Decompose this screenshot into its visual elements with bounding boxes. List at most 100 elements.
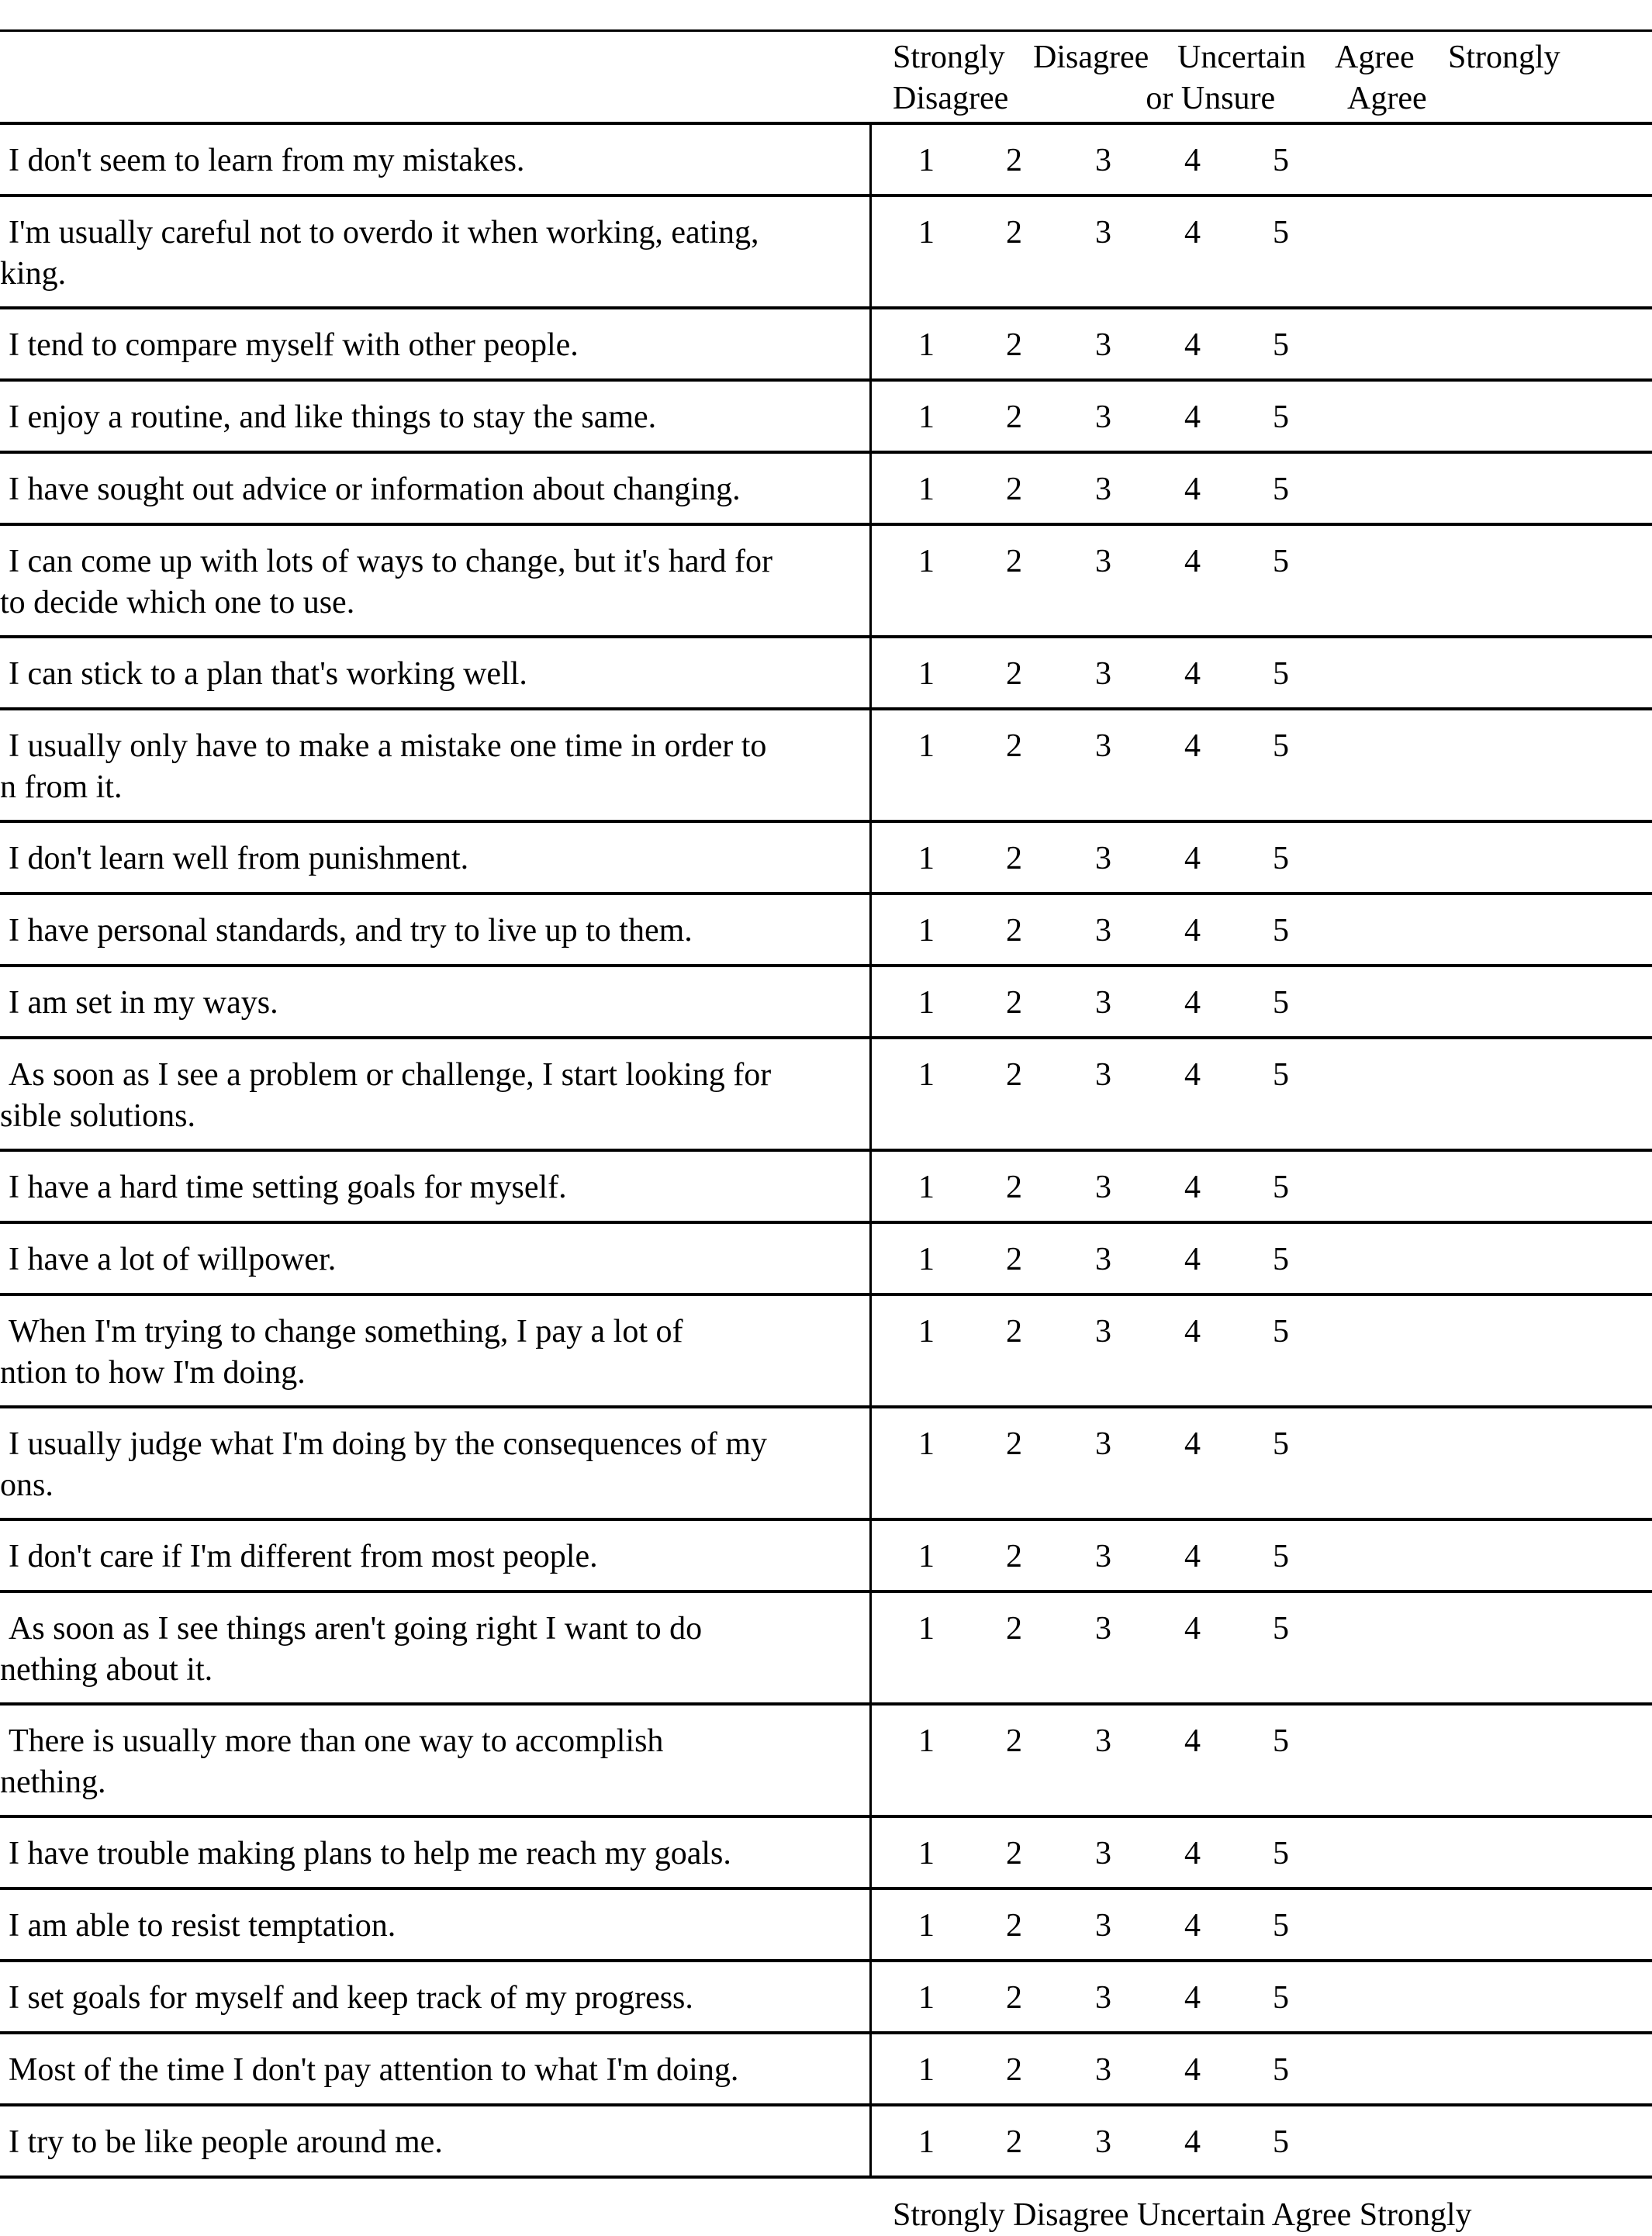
rating-option-2[interactable]: 2 — [1006, 327, 1022, 363]
rating-option-3[interactable]: 3 — [1095, 215, 1111, 251]
rating-option-4[interactable]: 4 — [1184, 1426, 1201, 1462]
rating-option-3[interactable]: 3 — [1095, 913, 1111, 949]
rating-option-2[interactable]: 2 — [1006, 1980, 1022, 2016]
rating-option-3[interactable]: 3 — [1095, 1836, 1111, 1871]
rating-option-1[interactable]: 1 — [918, 1057, 935, 1093]
rating-option-4[interactable]: 4 — [1184, 1723, 1201, 1759]
rating-option-1[interactable]: 1 — [918, 1723, 935, 1759]
rating-option-2[interactable]: 2 — [1006, 913, 1022, 949]
rating-option-4[interactable]: 4 — [1184, 985, 1201, 1021]
rating-option-3[interactable]: 3 — [1095, 1057, 1111, 1093]
rating-option-3[interactable]: 3 — [1095, 656, 1111, 692]
rating-option-4[interactable]: 4 — [1184, 913, 1201, 949]
rating-option-2[interactable]: 2 — [1006, 1242, 1022, 1277]
rating-option-1[interactable]: 1 — [918, 215, 935, 251]
rating-option-1[interactable]: 1 — [918, 143, 935, 178]
rating-option-1[interactable]: 1 — [918, 1908, 935, 1944]
rating-option-3[interactable]: 3 — [1095, 2124, 1111, 2160]
rating-option-5[interactable]: 5 — [1273, 544, 1289, 579]
rating-option-1[interactable]: 1 — [918, 544, 935, 579]
rating-option-3[interactable]: 3 — [1095, 327, 1111, 363]
rating-option-5[interactable]: 5 — [1273, 215, 1289, 251]
rating-option-5[interactable]: 5 — [1273, 656, 1289, 692]
rating-option-5[interactable]: 5 — [1273, 472, 1289, 507]
rating-option-5[interactable]: 5 — [1273, 327, 1289, 363]
rating-option-1[interactable]: 1 — [918, 327, 935, 363]
rating-option-1[interactable]: 1 — [918, 1539, 935, 1574]
rating-option-5[interactable]: 5 — [1273, 2124, 1289, 2160]
rating-option-2[interactable]: 2 — [1006, 143, 1022, 178]
rating-option-5[interactable]: 5 — [1273, 2052, 1289, 2088]
rating-option-5[interactable]: 5 — [1273, 913, 1289, 949]
rating-option-1[interactable]: 1 — [918, 1836, 935, 1871]
rating-option-5[interactable]: 5 — [1273, 728, 1289, 764]
rating-option-5[interactable]: 5 — [1273, 1314, 1289, 1350]
rating-option-2[interactable]: 2 — [1006, 1426, 1022, 1462]
rating-option-5[interactable]: 5 — [1273, 1170, 1289, 1205]
rating-option-3[interactable]: 3 — [1095, 1611, 1111, 1647]
rating-option-3[interactable]: 3 — [1095, 1723, 1111, 1759]
rating-option-4[interactable]: 4 — [1184, 1980, 1201, 2016]
rating-option-4[interactable]: 4 — [1184, 728, 1201, 764]
rating-option-4[interactable]: 4 — [1184, 1242, 1201, 1277]
rating-option-3[interactable]: 3 — [1095, 544, 1111, 579]
rating-option-1[interactable]: 1 — [918, 1611, 935, 1647]
rating-option-2[interactable]: 2 — [1006, 472, 1022, 507]
rating-option-3[interactable]: 3 — [1095, 728, 1111, 764]
rating-option-3[interactable]: 3 — [1095, 143, 1111, 178]
rating-option-1[interactable]: 1 — [918, 2052, 935, 2088]
rating-option-4[interactable]: 4 — [1184, 1314, 1201, 1350]
rating-option-5[interactable]: 5 — [1273, 399, 1289, 435]
rating-option-4[interactable]: 4 — [1184, 841, 1201, 876]
rating-option-5[interactable]: 5 — [1273, 1836, 1289, 1871]
rating-option-2[interactable]: 2 — [1006, 399, 1022, 435]
rating-option-1[interactable]: 1 — [918, 1314, 935, 1350]
rating-option-4[interactable]: 4 — [1184, 1057, 1201, 1093]
rating-option-3[interactable]: 3 — [1095, 2052, 1111, 2088]
rating-option-1[interactable]: 1 — [918, 656, 935, 692]
rating-option-5[interactable]: 5 — [1273, 143, 1289, 178]
rating-option-1[interactable]: 1 — [918, 841, 935, 876]
rating-option-4[interactable]: 4 — [1184, 215, 1201, 251]
rating-option-2[interactable]: 2 — [1006, 544, 1022, 579]
rating-option-3[interactable]: 3 — [1095, 472, 1111, 507]
rating-option-4[interactable]: 4 — [1184, 143, 1201, 178]
rating-option-2[interactable]: 2 — [1006, 1723, 1022, 1759]
rating-option-5[interactable]: 5 — [1273, 1242, 1289, 1277]
rating-option-2[interactable]: 2 — [1006, 215, 1022, 251]
rating-option-2[interactable]: 2 — [1006, 728, 1022, 764]
rating-option-3[interactable]: 3 — [1095, 1170, 1111, 1205]
rating-option-2[interactable]: 2 — [1006, 985, 1022, 1021]
rating-option-5[interactable]: 5 — [1273, 1980, 1289, 2016]
rating-option-5[interactable]: 5 — [1273, 1908, 1289, 1944]
rating-option-5[interactable]: 5 — [1273, 985, 1289, 1021]
rating-option-5[interactable]: 5 — [1273, 841, 1289, 876]
rating-option-4[interactable]: 4 — [1184, 1836, 1201, 1871]
rating-option-4[interactable]: 4 — [1184, 1170, 1201, 1205]
rating-option-2[interactable]: 2 — [1006, 1836, 1022, 1871]
rating-option-2[interactable]: 2 — [1006, 1057, 1022, 1093]
rating-option-3[interactable]: 3 — [1095, 1980, 1111, 2016]
rating-option-3[interactable]: 3 — [1095, 399, 1111, 435]
rating-option-2[interactable]: 2 — [1006, 2124, 1022, 2160]
rating-option-1[interactable]: 1 — [918, 1980, 935, 2016]
rating-option-3[interactable]: 3 — [1095, 1908, 1111, 1944]
rating-option-4[interactable]: 4 — [1184, 1908, 1201, 1944]
rating-option-1[interactable]: 1 — [918, 985, 935, 1021]
rating-option-4[interactable]: 4 — [1184, 472, 1201, 507]
rating-option-3[interactable]: 3 — [1095, 1539, 1111, 1574]
rating-option-2[interactable]: 2 — [1006, 1539, 1022, 1574]
rating-option-5[interactable]: 5 — [1273, 1723, 1289, 1759]
rating-option-4[interactable]: 4 — [1184, 399, 1201, 435]
rating-option-1[interactable]: 1 — [918, 472, 935, 507]
rating-option-2[interactable]: 2 — [1006, 841, 1022, 876]
rating-option-4[interactable]: 4 — [1184, 1611, 1201, 1647]
rating-option-2[interactable]: 2 — [1006, 656, 1022, 692]
rating-option-1[interactable]: 1 — [918, 1242, 935, 1277]
rating-option-4[interactable]: 4 — [1184, 544, 1201, 579]
rating-option-1[interactable]: 1 — [918, 913, 935, 949]
rating-option-4[interactable]: 4 — [1184, 1539, 1201, 1574]
rating-option-4[interactable]: 4 — [1184, 2052, 1201, 2088]
rating-option-3[interactable]: 3 — [1095, 841, 1111, 876]
rating-option-2[interactable]: 2 — [1006, 1314, 1022, 1350]
